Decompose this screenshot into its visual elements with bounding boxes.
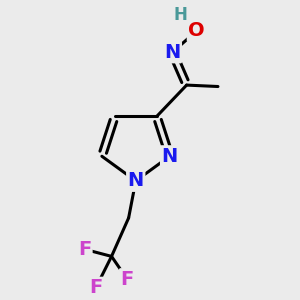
Text: N: N: [164, 43, 181, 62]
Text: N: N: [128, 171, 144, 190]
Text: F: F: [89, 278, 103, 297]
Text: N: N: [161, 147, 178, 166]
Text: O: O: [188, 22, 205, 40]
Text: F: F: [121, 270, 134, 289]
Text: F: F: [78, 240, 91, 259]
Text: H: H: [174, 6, 188, 24]
